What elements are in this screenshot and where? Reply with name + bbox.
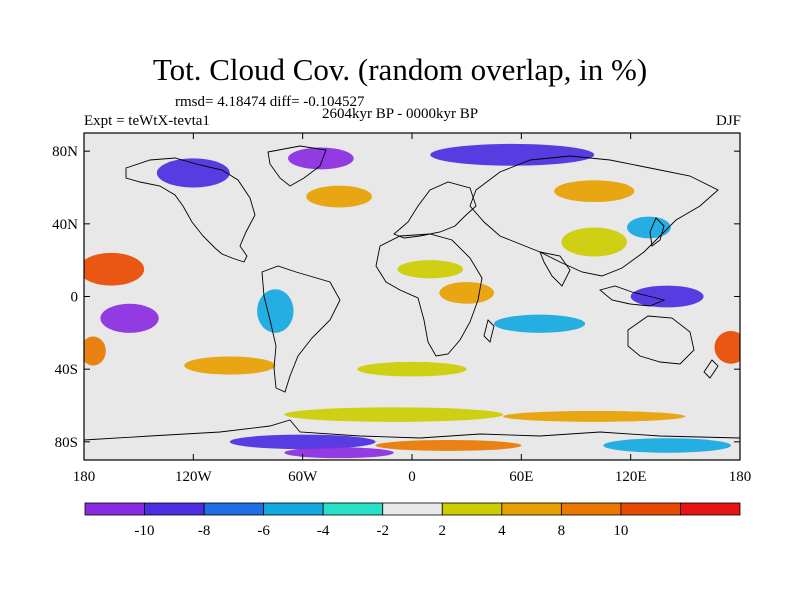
lat-tick-label: 80N [52, 144, 78, 160]
period-line: 2604kyr BP - 0000kyr BP [322, 106, 479, 122]
coastline-japan [649, 217, 665, 247]
anomaly-south-atlantic-yellow [357, 361, 467, 377]
lon-tick-label: 0 [408, 469, 416, 485]
coastline-india [539, 251, 571, 287]
colorbar-swatch [441, 502, 503, 516]
coastline-madagascar [483, 319, 495, 343]
colorbar-swatch [84, 502, 145, 516]
lat-tick-label: 40S [55, 362, 78, 378]
anomaly-sahel-yellow [397, 260, 464, 279]
colorbar-swatch [203, 502, 265, 516]
anomaly-japan-cyan [627, 216, 671, 239]
anomaly-central-africa-orange [439, 281, 494, 304]
lon-tick-label: 180 [729, 469, 752, 485]
chart-title: Tot. Cloud Cov. (random overlap, in %) [152, 52, 648, 87]
coastline-greenland [267, 145, 327, 187]
coastline-new-zealand [703, 359, 719, 379]
colorbar: -10 -8 -6 -4 -2 2 4 8 10 [84, 502, 741, 539]
season-label: DJF [715, 113, 741, 129]
coastline-australia [627, 315, 695, 365]
lon-tick-label: 120W [175, 469, 213, 485]
anomaly-south-pacific-purple [100, 303, 159, 333]
colorbar-swatch [263, 502, 324, 516]
lat-tick-label: 40N [52, 217, 78, 233]
colorbar-label: -4 [317, 523, 330, 539]
anomaly-siberia-orange [554, 180, 635, 203]
coastline-antarctica [84, 419, 740, 441]
stats-line: rmsd= 4.18474 diff= -0.104527 [175, 94, 365, 110]
anomaly-tibet-yellow [561, 227, 628, 257]
lon-tick-label: 180 [73, 469, 96, 485]
colorbar-label: -8 [198, 523, 211, 539]
colorbar-swatch [144, 502, 205, 516]
colorbar-swatch [560, 502, 622, 516]
anomaly-east-antarctica-cyan [603, 438, 731, 453]
lat-tick-label: 80S [55, 435, 78, 451]
colorbar-swatch [620, 502, 681, 516]
colorbar-label: 4 [498, 523, 506, 539]
experiment-label: Expt = teWtX-tevta1 [84, 113, 210, 129]
anomaly-amazon-cyan [257, 289, 294, 333]
anomaly-antarctica-purple [284, 447, 394, 459]
colorbar-swatch [501, 502, 562, 516]
lon-tick-label: 120E [615, 469, 647, 485]
coastline-south-america [261, 265, 341, 393]
coastline-europe [393, 181, 477, 239]
colorbar-label: -6 [257, 523, 270, 539]
lat-tick-label: 0 [71, 290, 79, 306]
colorbar-swatch [382, 502, 443, 516]
anomaly-southern-ocean-orange [503, 410, 686, 422]
anomaly-dateline-red [714, 331, 740, 364]
colorbar-label: -10 [135, 523, 155, 539]
anomaly-layer [84, 143, 740, 459]
colorbar-label: 2 [439, 523, 447, 539]
colorbar-label: 8 [558, 523, 566, 539]
anomaly-southern-ocean-yellow [284, 407, 504, 422]
colorbar-label: 10 [613, 523, 628, 539]
anomaly-antarctica-red [375, 440, 522, 451]
anomaly-west-edge-orange [84, 336, 106, 366]
anomaly-antarctica-blue [229, 434, 376, 450]
coastline-africa [375, 233, 483, 357]
anomaly-greenland-purple [288, 147, 354, 170]
anomaly-west-pacific-blue [630, 285, 704, 308]
coastline-north-america [125, 157, 256, 263]
anomaly-arctic-russia-blue [430, 143, 595, 166]
lon-tick-label: 60W [288, 469, 318, 485]
lon-tick-label: 60E [509, 469, 533, 485]
colorbar-label: -2 [376, 523, 389, 539]
anomaly-north-atlantic-orange [306, 185, 372, 208]
colorbar-swatch [680, 502, 741, 516]
anomaly-south-east-pacific-orange [184, 356, 276, 375]
coastline-indonesia [599, 285, 666, 307]
anomaly-north-america-blue [156, 158, 230, 188]
anomaly-central-pacific-red [84, 252, 145, 286]
coastlines [84, 145, 740, 441]
anomaly-indian-ocean-cyan [494, 314, 586, 333]
colorbar-swatch [322, 502, 384, 516]
map-ticks: 80N 40N 0 40S 80S 180 120W 60W 0 60E 120E 180 [52, 133, 751, 485]
